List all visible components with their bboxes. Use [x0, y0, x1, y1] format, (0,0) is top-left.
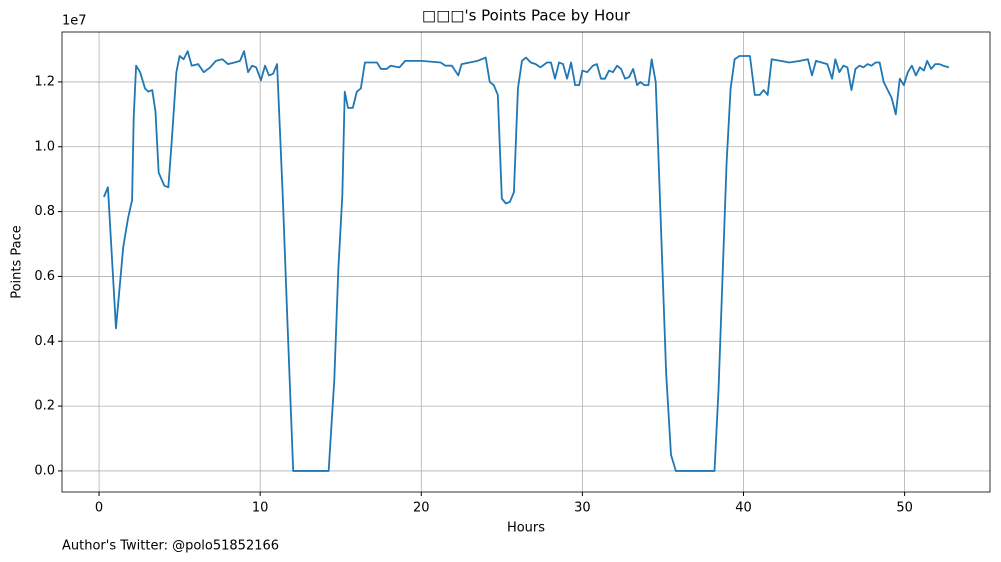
chart-title: □□□'s Points Pace by Hour: [422, 7, 631, 25]
x-tick-label: 0: [95, 501, 103, 516]
y-tick-label: 0.2: [34, 399, 55, 414]
y-tick-label: 1.0: [34, 139, 55, 154]
x-tick-label: 30: [574, 501, 591, 516]
x-tick-label: 40: [735, 501, 752, 516]
y-tick-label: 1.2: [34, 74, 55, 89]
x-axis-label: Hours: [507, 521, 545, 536]
x-tick-label: 10: [252, 501, 269, 516]
x-tick-label: 50: [896, 501, 913, 516]
y-tick-label: 0.0: [34, 463, 55, 478]
y-axis-label: Points Pace: [10, 225, 25, 299]
footnote: Author's Twitter: @polo51852166: [62, 539, 279, 554]
plot-frame: [61, 31, 991, 493]
y-tick-label: 0.6: [34, 269, 55, 284]
y-offset-label: 1e7: [62, 14, 87, 29]
x-tick-label: 20: [413, 501, 430, 516]
y-tick-label: 0.8: [34, 204, 55, 219]
data-line: [103, 50, 950, 472]
y-tick-label: 0.4: [34, 334, 55, 349]
